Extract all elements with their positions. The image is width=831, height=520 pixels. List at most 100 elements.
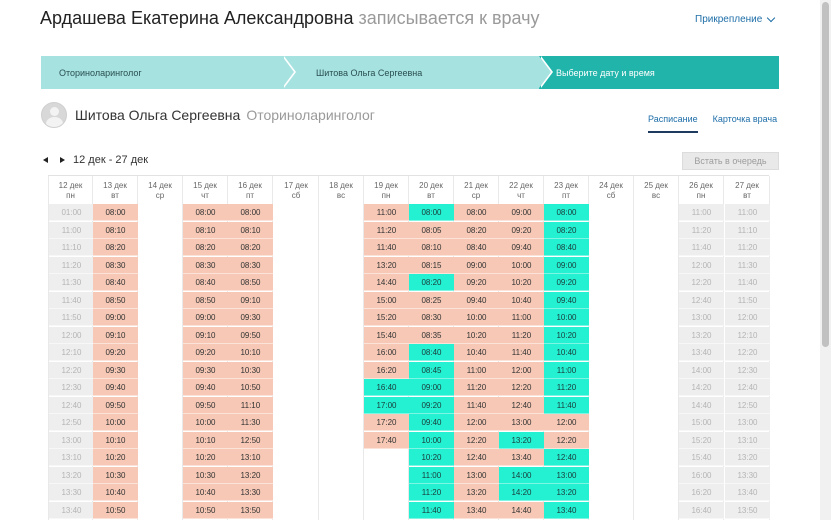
time-slot-free[interactable]: 08:20 [409, 274, 454, 291]
tab-schedule[interactable]: Расписание [648, 114, 698, 133]
time-slot-past: 11:40 [725, 274, 770, 291]
time-slot-free[interactable]: 09:00 [409, 379, 454, 396]
day-weekday: вт [743, 191, 751, 200]
next-week-arrow-icon[interactable] [60, 157, 65, 163]
time-slot-booked: 10:40 [499, 292, 544, 309]
day-header: 23 дек пт [544, 176, 588, 204]
time-slot-booked: 09:20 [499, 222, 544, 239]
time-slot-booked: 08:20 [93, 239, 138, 256]
time-slot-free[interactable]: 11:40 [544, 397, 589, 414]
day-weekday: вт [111, 191, 119, 200]
breadcrumb-step-specialty[interactable]: Оториноларинголог [41, 56, 296, 89]
time-slot-free[interactable]: 11:00 [544, 362, 589, 379]
day-column: 27 дек вт 11:00 11:10 11:20 11:30 11:40 11:50 12… [725, 176, 770, 520]
time-slot-booked: 10:20 [183, 449, 228, 466]
time-slot-free[interactable]: 12:40 [544, 449, 589, 466]
time-slot-free[interactable]: 13:20 [499, 432, 544, 449]
time-slot-booked: 09:50 [93, 397, 138, 414]
time-slot-free[interactable]: 11:20 [409, 484, 454, 501]
time-slot-free[interactable]: 09:40 [544, 292, 589, 309]
time-slot-booked: 08:30 [93, 257, 138, 274]
day-column: 14 дек ср [138, 176, 183, 520]
time-slot-booked: 11:00 [364, 204, 409, 221]
time-slot-booked: 13:00 [454, 467, 499, 484]
day-weekday: пн [66, 191, 75, 200]
tab-doctor-card[interactable]: Карточка врача [712, 114, 778, 124]
time-slot-free[interactable]: 13:20 [544, 484, 589, 501]
time-slot-booked: 11:40 [499, 344, 544, 361]
time-slot-free[interactable]: 13:40 [544, 502, 589, 519]
patient-name: Ардашева Екатерина Александровна [40, 8, 354, 28]
time-slot-free[interactable]: 08:40 [544, 239, 589, 256]
time-slot-past: 13:30 [725, 467, 770, 484]
time-slot-free[interactable]: 09:20 [544, 274, 589, 291]
time-slot-free[interactable]: 16:40 [364, 379, 409, 396]
time-slot-booked: 08:10 [183, 222, 228, 239]
day-date: 25 дек [644, 181, 668, 190]
time-slot-free[interactable]: 13:00 [544, 467, 589, 484]
breadcrumb: Оториноларинголог Шитова Ольга Сергеевна… [41, 56, 779, 89]
time-slot-free[interactable]: 08:40 [409, 344, 454, 361]
time-slot-free[interactable]: 08:45 [409, 362, 454, 379]
time-slot-past: 12:20 [49, 362, 94, 379]
time-slot-booked: 08:10 [228, 222, 273, 239]
time-slot-booked: 09:00 [93, 309, 138, 326]
time-slot-free[interactable]: 09:00 [544, 257, 589, 274]
time-slot-booked: 16:20 [364, 362, 409, 379]
day-weekday: сб [606, 191, 616, 200]
breadcrumb-step-doctor[interactable]: Шитова Ольга Сергеевна [282, 56, 553, 89]
time-slot-past: 15:20 [679, 432, 724, 449]
time-slot-booked: 08:40 [454, 239, 499, 256]
day-column: 17 дек сб [274, 176, 319, 520]
time-slot-booked: 08:00 [228, 204, 273, 221]
time-slot-booked: 08:50 [93, 292, 138, 309]
time-slot-free[interactable]: 09:40 [409, 414, 454, 431]
time-slot-free[interactable]: 10:20 [544, 327, 589, 344]
time-slot-free[interactable]: 10:00 [544, 309, 589, 326]
time-slot-past: 11:20 [725, 239, 770, 256]
doctor-info: Шитова Ольга Сергеевна Оториноларинголог [41, 102, 375, 128]
time-slot-past: 15:40 [679, 449, 724, 466]
scrollbar-thumb[interactable] [822, 2, 829, 347]
time-slot-past: 11:50 [725, 292, 770, 309]
time-slot-past: 15:00 [679, 414, 724, 431]
day-date: 17 дек [284, 181, 308, 190]
time-slot-booked: 08:25 [409, 292, 454, 309]
time-slot-free[interactable]: 14:20 [499, 484, 544, 501]
page-header: Ардашева Екатерина Александровна записыв… [40, 8, 540, 29]
time-slot-free[interactable]: 17:00 [364, 397, 409, 414]
time-slot-free[interactable]: 14:00 [499, 467, 544, 484]
time-slot-free[interactable]: 08:00 [409, 204, 454, 221]
time-slot-booked: 12:00 [454, 414, 499, 431]
attach-dropdown[interactable]: Прикрепление [695, 13, 776, 25]
time-slot-free[interactable]: 11:20 [544, 379, 589, 396]
time-slot-past: 12:00 [49, 327, 94, 344]
day-header: 15 дек чт [183, 176, 227, 204]
time-slot-booked: 08:30 [183, 257, 228, 274]
time-slot-free[interactable]: 10:20 [409, 449, 454, 466]
join-queue-button[interactable]: Встать в очередь [682, 152, 779, 170]
time-slot-free[interactable]: 08:00 [544, 204, 589, 221]
doctor-tabs: Расписание Карточка врача [648, 114, 777, 133]
time-slot-booked: 10:30 [93, 467, 138, 484]
day-date: 24 дек [599, 181, 623, 190]
time-slot-free[interactable]: 08:20 [544, 222, 589, 239]
time-slot-free[interactable]: 10:00 [409, 432, 454, 449]
time-slot-booked: 08:10 [409, 239, 454, 256]
time-slot-past: 12:40 [49, 397, 94, 414]
time-slot-free[interactable]: 11:40 [409, 502, 454, 519]
day-header: 12 дек пн [49, 176, 92, 204]
time-slot-past: 11:40 [679, 239, 724, 256]
time-slot-free[interactable]: 11:00 [409, 467, 454, 484]
prev-week-arrow-icon[interactable] [43, 157, 48, 163]
time-slot-past: 12:00 [725, 309, 770, 326]
time-slot-free[interactable]: 10:40 [544, 344, 589, 361]
breadcrumb-step-datetime: Выберите дату и время [539, 56, 779, 89]
time-slot-booked: 08:50 [228, 274, 273, 291]
time-slot-past: 16:00 [679, 467, 724, 484]
time-slot-free[interactable]: 09:20 [409, 397, 454, 414]
page-scrollbar[interactable] [820, 0, 831, 520]
time-slot-booked: 14:40 [499, 502, 544, 519]
time-slot-booked: 08:00 [454, 204, 499, 221]
day-header: 27 дек вт [725, 176, 769, 204]
